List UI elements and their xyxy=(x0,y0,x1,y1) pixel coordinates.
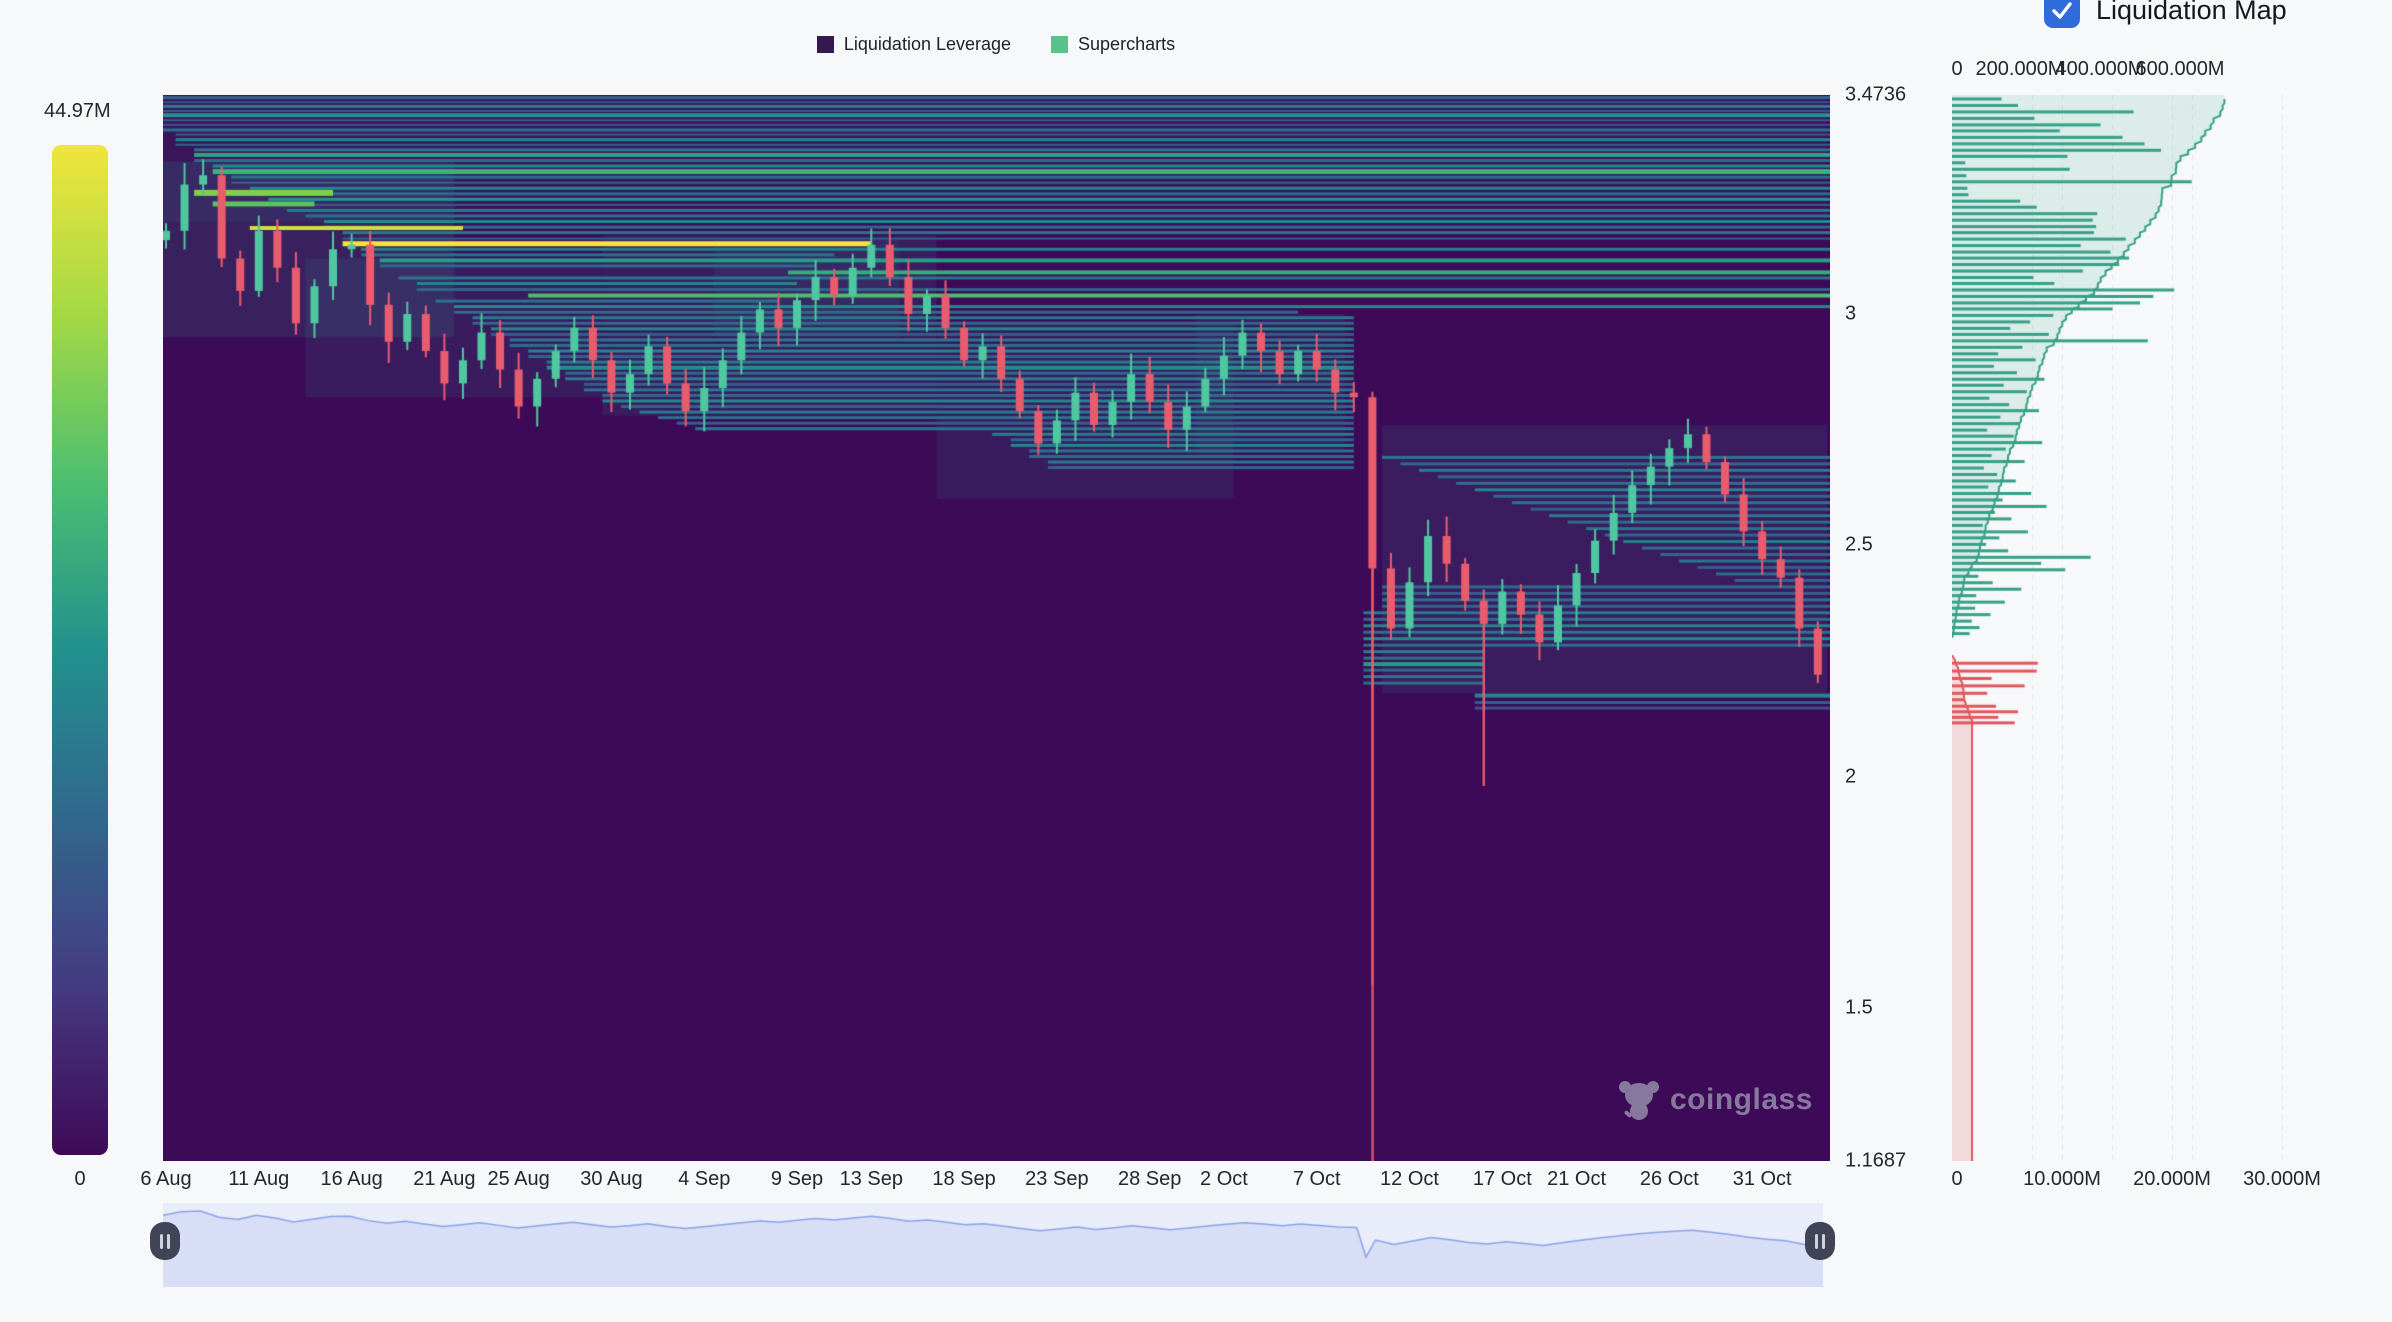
coinglass-watermark-text: coinglass xyxy=(1670,1083,1813,1116)
legend-item-supercharts[interactable]: Supercharts xyxy=(1051,34,1175,55)
navigator-handle-right[interactable] xyxy=(1805,1222,1835,1260)
date-tick: 4 Sep xyxy=(678,1168,731,1190)
cumulative-tick: 600.000M xyxy=(2135,58,2225,80)
legend-label: Supercharts xyxy=(1078,34,1176,54)
cumulative-tick: 0 xyxy=(1951,58,1963,80)
coinglass-watermark: coinglass xyxy=(1618,1078,1813,1122)
navigator-handle-left[interactable] xyxy=(150,1222,180,1260)
cumulative-tick: 400.000M xyxy=(2055,58,2145,80)
colorbar-max-label: 44.97M xyxy=(44,100,111,122)
volume-tick: 10.000M xyxy=(2023,1168,2101,1190)
date-tick: 21 Oct xyxy=(1547,1168,1607,1190)
date-tick: 6 Aug xyxy=(140,1168,192,1190)
date-tick: 7 Oct xyxy=(1292,1168,1341,1190)
volume-tick: 20.000M xyxy=(2133,1168,2211,1190)
liquidation-leverage-swatch-icon xyxy=(816,36,834,53)
date-tick: 2 Oct xyxy=(1200,1168,1248,1190)
chart-legend: Liquidation Leverage Supercharts xyxy=(0,34,1992,55)
price-tick: 1.1687 xyxy=(1845,1149,1907,1172)
coinglass-bull-icon xyxy=(1619,1081,1659,1120)
date-tick: 23 Sep xyxy=(1025,1168,1089,1190)
legend-item-liquidation-leverage[interactable]: Liquidation Leverage xyxy=(816,34,1012,55)
date-tick: 30 Aug xyxy=(580,1168,643,1190)
price-tick: 2 xyxy=(1845,765,1857,788)
liquidation-map-canvas[interactable] xyxy=(1952,95,2392,1161)
cumulative-tick: 200.000M xyxy=(1975,58,2065,80)
date-tick: 11 Aug xyxy=(228,1168,290,1190)
date-tick: 31 Oct xyxy=(1732,1168,1792,1190)
legend-label: Liquidation Leverage xyxy=(843,34,1012,54)
date-tick: 16 Aug xyxy=(320,1168,383,1190)
price-tick: 3 xyxy=(1845,302,1857,325)
intensity-colorbar xyxy=(52,145,108,1155)
price-tick: 1.5 xyxy=(1845,996,1873,1019)
liquidation-map-toggle[interactable]: Liquidation Map xyxy=(2044,0,2287,28)
liquidation-map-toggle-label: Liquidation Map xyxy=(2096,0,2287,25)
volume-tick: 0 xyxy=(1951,1168,1963,1190)
date-tick: 28 Sep xyxy=(1117,1168,1182,1190)
date-tick: 18 Sep xyxy=(932,1168,996,1190)
checkbox-checked-icon[interactable] xyxy=(2044,0,2080,28)
date-tick: 12 Oct xyxy=(1380,1168,1439,1190)
date-tick: 13 Sep xyxy=(839,1168,903,1190)
check-icon xyxy=(2052,2,2072,19)
date-tick: 9 Sep xyxy=(770,1168,824,1190)
date-tick: 17 Oct xyxy=(1472,1168,1532,1190)
colorbar-min-label: 0 xyxy=(74,1168,86,1190)
price-tick: 3.4736 xyxy=(1845,83,1907,106)
volume-tick: 30.000M xyxy=(2243,1168,2321,1190)
date-tick: 26 Oct xyxy=(1639,1168,1699,1190)
date-tick: 25 Aug xyxy=(487,1168,550,1190)
price-tick: 2.5 xyxy=(1845,533,1873,556)
range-navigator[interactable] xyxy=(163,1203,1823,1287)
heatmap-canvas[interactable] xyxy=(163,95,1830,1161)
supercharts-swatch-icon xyxy=(1051,36,1069,53)
date-tick: 21 Aug xyxy=(413,1168,476,1190)
